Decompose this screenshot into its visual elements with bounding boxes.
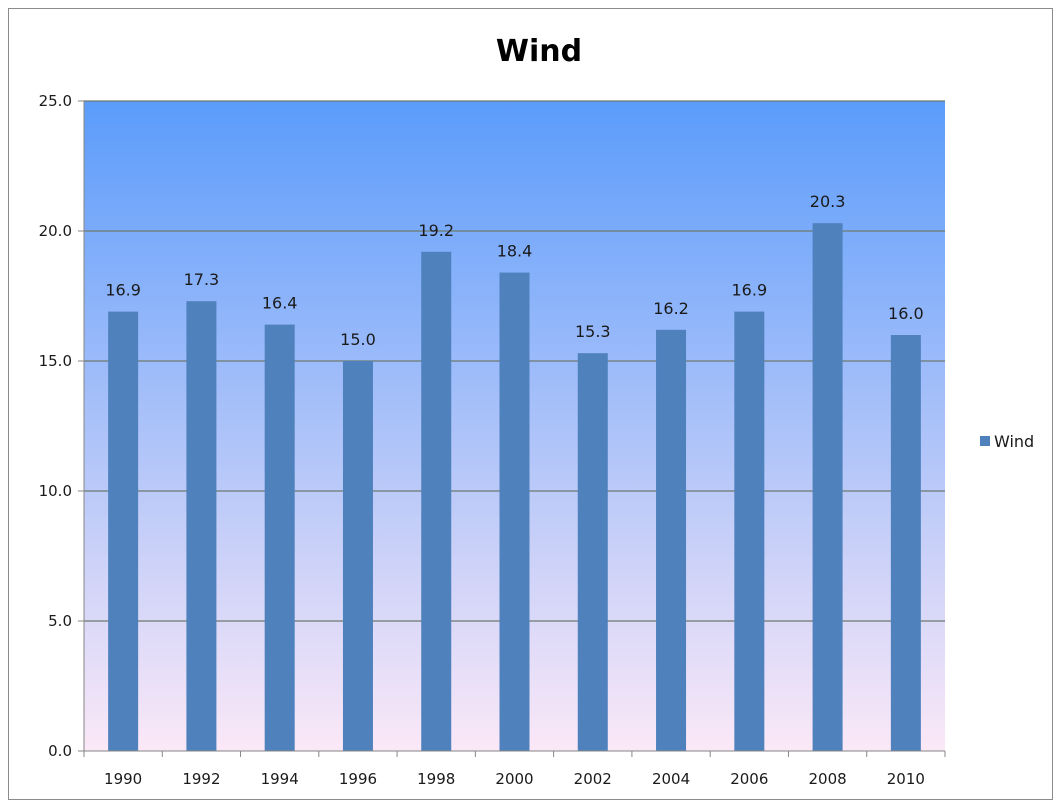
bar bbox=[264, 324, 295, 751]
bar bbox=[656, 329, 687, 751]
y-tick-label: 10.0 bbox=[39, 482, 72, 500]
bar bbox=[499, 272, 530, 751]
data-label: 18.4 bbox=[497, 242, 533, 261]
x-tick-label: 2008 bbox=[808, 770, 846, 788]
data-label: 15.3 bbox=[575, 322, 611, 341]
data-label: 17.3 bbox=[184, 270, 220, 289]
x-tick-label: 1994 bbox=[261, 770, 299, 788]
y-tick-label: 25.0 bbox=[39, 92, 72, 110]
bar bbox=[812, 223, 843, 751]
bar bbox=[890, 335, 921, 751]
data-labels: 16.9 17.3 16.4 15.0 19.2 18.4 15.3 16.2 16.9 20.3… bbox=[105, 192, 923, 349]
y-tick-label: 15.0 bbox=[39, 352, 72, 370]
legend-label: Wind bbox=[994, 432, 1034, 451]
y-tick-label: 5.0 bbox=[48, 612, 72, 630]
bar bbox=[734, 311, 765, 751]
x-tick-label: 2000 bbox=[495, 770, 533, 788]
legend: Wind bbox=[980, 432, 1034, 451]
data-label: 15.0 bbox=[340, 330, 376, 349]
data-label: 16.0 bbox=[888, 304, 924, 323]
bar bbox=[186, 301, 217, 751]
bars bbox=[108, 223, 921, 752]
x-tick-label: 2006 bbox=[730, 770, 768, 788]
x-tick-label: 2010 bbox=[887, 770, 925, 788]
x-tick-label: 1998 bbox=[417, 770, 455, 788]
data-label: 16.4 bbox=[262, 294, 298, 313]
x-tick-label: 1990 bbox=[104, 770, 142, 788]
bar bbox=[421, 251, 452, 752]
x-tick-label: 2002 bbox=[574, 770, 612, 788]
data-label: 16.2 bbox=[653, 299, 689, 318]
y-tick-label: 0.0 bbox=[48, 742, 72, 760]
y-tick-label: 20.0 bbox=[39, 222, 72, 240]
y-axis-ticks: 0.0 5.0 10.0 15.0 20.0 25.0 bbox=[39, 92, 84, 760]
legend-swatch bbox=[980, 436, 990, 446]
data-label: 19.2 bbox=[418, 221, 454, 240]
chart-title: Wind bbox=[496, 34, 582, 69]
bar bbox=[342, 361, 373, 751]
x-tick-label: 1996 bbox=[339, 770, 377, 788]
bar bbox=[577, 353, 608, 751]
x-tick-label: 2004 bbox=[652, 770, 690, 788]
data-label: 16.9 bbox=[105, 281, 141, 300]
x-tick-label: 1992 bbox=[182, 770, 220, 788]
data-label: 16.9 bbox=[732, 281, 768, 300]
x-axis-ticks: 1990 1992 1994 1996 1998 2000 2002 2004 2006 2008… bbox=[83, 751, 946, 788]
bar bbox=[108, 311, 139, 751]
chart-frame: Wind 0.0 5.0 10.0 15.0 20.0 25.0 16.9 17.3 16.4… bbox=[8, 8, 1053, 800]
data-label: 20.3 bbox=[810, 192, 846, 211]
chart-svg: Wind 0.0 5.0 10.0 15.0 20.0 25.0 16.9 17.3 16.4… bbox=[39, 34, 1035, 788]
